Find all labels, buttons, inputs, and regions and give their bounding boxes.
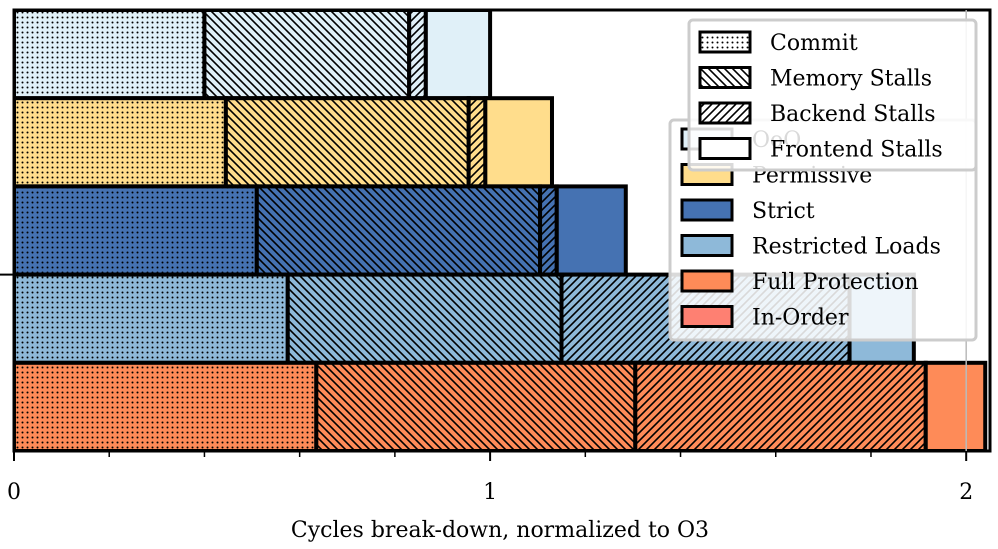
bar-segment-memory-stalls-hatch — [204, 10, 410, 99]
legend-swatch-hatch — [700, 67, 750, 88]
bar-segment-backend-stalls-hatch — [635, 362, 926, 451]
bar-permissive — [14, 96, 554, 189]
bar-segment-memory-stalls-hatch — [316, 362, 636, 451]
legend-label: Full Protection — [752, 270, 919, 295]
bar-strict — [14, 184, 628, 277]
bar-segment-backend-stalls-hatch — [409, 10, 426, 99]
legend-swatch — [680, 234, 734, 257]
legend-label: Restricted Loads — [752, 235, 941, 260]
bar-segment-frontend-stalls — [485, 98, 552, 187]
bar-segment-frontend-stalls — [425, 10, 491, 99]
legend-swatch — [700, 138, 750, 159]
legend-label: In-Order — [752, 306, 849, 331]
legend-swatch-outline — [698, 137, 752, 160]
x-tick-label: 0 — [7, 480, 21, 505]
bar-segment-memory-stalls-hatch — [256, 186, 541, 275]
bar-segment-frontend-stalls — [556, 186, 626, 275]
legend-swatch-outline — [698, 101, 752, 125]
bar-ooo — [14, 10, 493, 101]
legend-label: Backend Stalls — [770, 102, 936, 127]
bar-segment-commit-hatch — [14, 98, 226, 187]
plot-frame — [12, 8, 992, 453]
legend-swatch-hatch — [700, 32, 750, 52]
legend-swatch — [680, 198, 734, 222]
bar-segment-commit-hatch — [14, 362, 317, 451]
legend-swatch — [680, 269, 734, 293]
legend-swatch-outline — [698, 66, 752, 89]
legend-label: Memory Stalls — [770, 67, 932, 92]
bar-segment-frontend-stalls — [925, 362, 986, 451]
bar-segment-memory-stalls-hatch — [287, 274, 562, 363]
x-tick-label: 2 — [959, 480, 973, 505]
legend-components: Commit Memory Stalls Backend Stalls Fronten… — [687, 18, 978, 172]
bar-segment-commit-hatch — [14, 186, 257, 275]
bar-segment-commit-hatch — [14, 274, 288, 363]
legend-label: Strict — [752, 199, 815, 224]
bar-segment-commit-hatch — [14, 10, 205, 99]
bar-segment-memory-stalls-hatch — [225, 98, 469, 187]
legend-label: Commit — [770, 31, 858, 56]
legend-label: Frontend Stalls — [770, 138, 943, 163]
bar-segment-backend-stalls-hatch — [540, 186, 557, 275]
legend-swatch — [680, 305, 734, 328]
bar-segment-backend-stalls-hatch — [468, 98, 486, 187]
legend-swatch-hatch — [700, 103, 750, 123]
bar-full-protection — [14, 360, 988, 451]
x-axis-label: Cycles break-down, normalized to O3 — [291, 518, 709, 543]
x-tick-label: 1 — [483, 480, 497, 505]
legend-swatch-outline — [698, 30, 752, 54]
legend-components-box — [687, 18, 978, 172]
